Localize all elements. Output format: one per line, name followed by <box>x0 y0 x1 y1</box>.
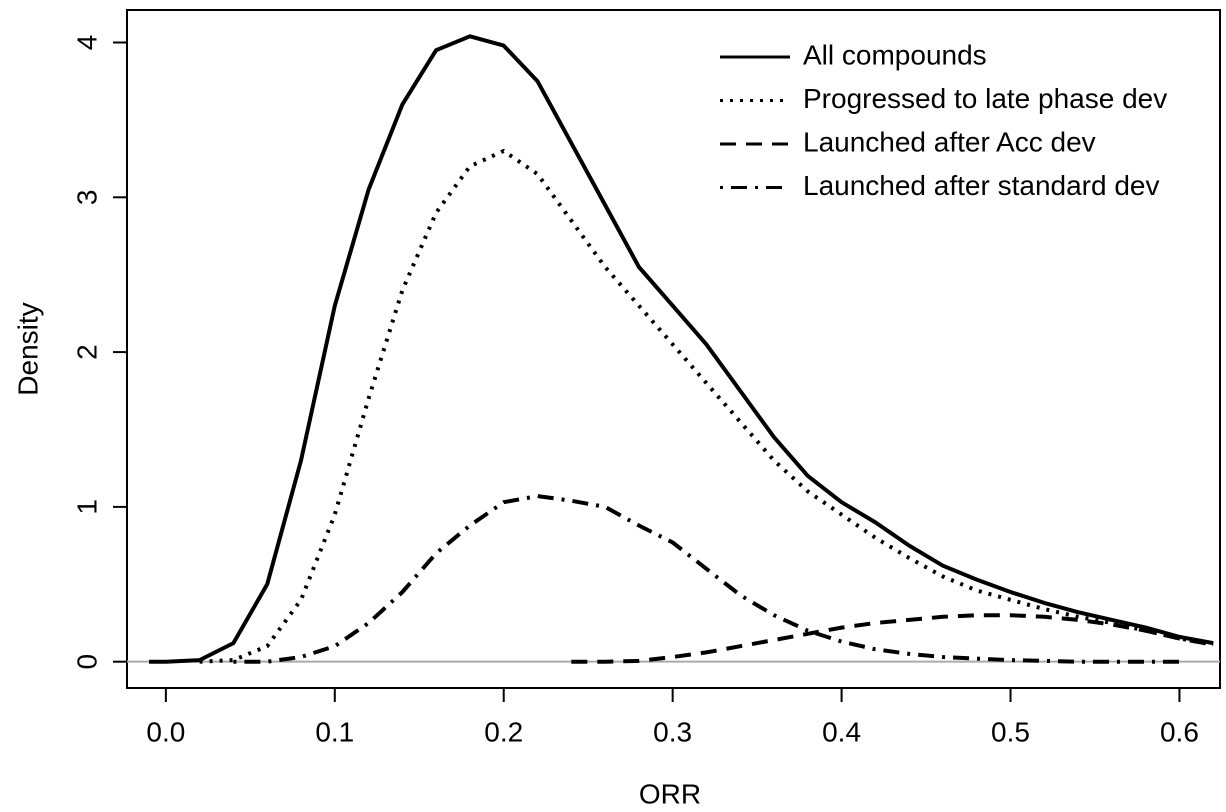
x-tick-label: 0.6 <box>1160 716 1199 747</box>
series-line <box>149 34 1214 664</box>
x-tick-label: 0.0 <box>146 716 185 747</box>
legend-label: All compounds <box>803 39 987 70</box>
x-tick-label: 0.3 <box>653 716 692 747</box>
x-tick-label: 0.4 <box>822 716 861 747</box>
y-tick-label: 3 <box>71 190 102 206</box>
legend-label: Progressed to late phase dev <box>803 83 1167 114</box>
x-tick-label: 0.2 <box>484 716 523 747</box>
series-line <box>571 613 1214 664</box>
series-line <box>199 148 1214 664</box>
y-tick-label: 1 <box>71 499 102 515</box>
x-tick-label: 0.5 <box>991 716 1030 747</box>
y-tick-label: 0 <box>71 654 102 670</box>
x-tick-label: 0.1 <box>315 716 354 747</box>
legend-label: Launched after standard dev <box>803 170 1159 201</box>
legend-label: Launched after Acc dev <box>803 126 1096 157</box>
series-line <box>233 494 1180 664</box>
x-axis-label: ORR <box>639 778 701 809</box>
y-tick-label: 2 <box>71 344 102 360</box>
y-tick-label: 4 <box>71 35 102 51</box>
y-axis-label: Density <box>12 302 43 395</box>
